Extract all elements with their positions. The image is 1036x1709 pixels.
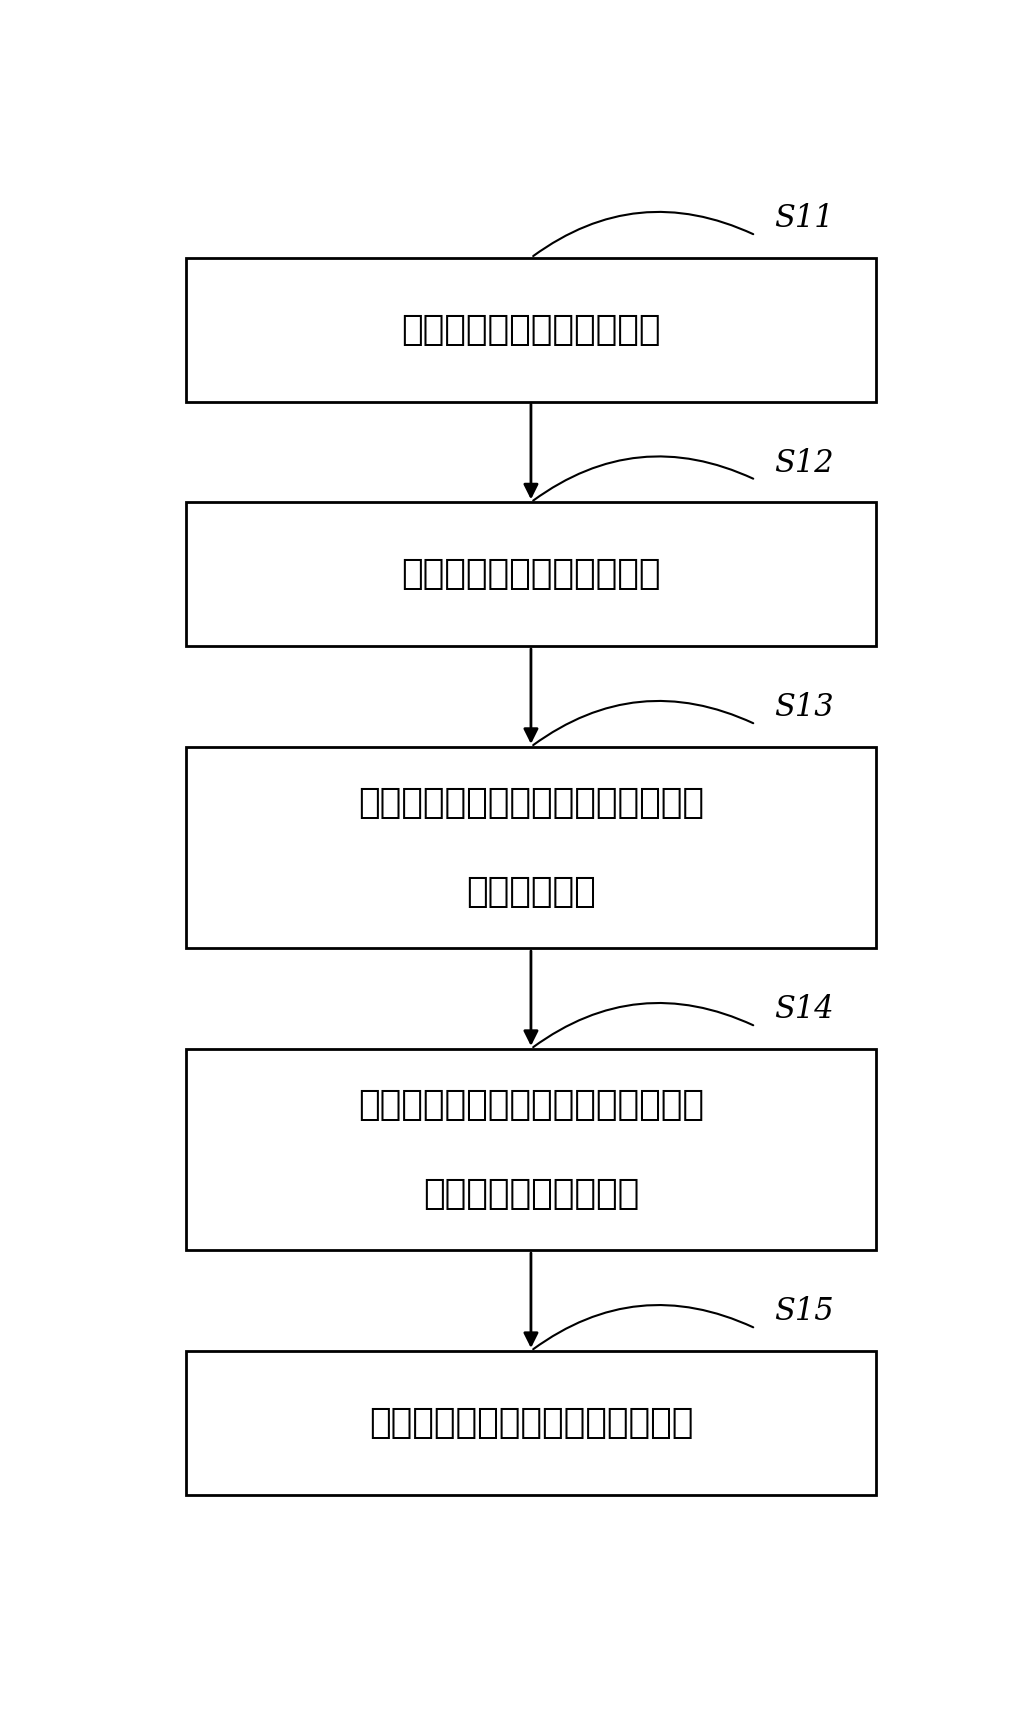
Text: 在多层板上开槽孔，使压合在内层的: 在多层板上开槽孔，使压合在内层的 [358,1089,703,1123]
Text: S11: S11 [774,203,834,234]
Text: 压合成多层板: 压合成多层板 [466,875,596,909]
Text: 将子板与半固化片、其他子板叠合，: 将子板与半固化片、其他子板叠合， [358,786,703,820]
Bar [185,1049,876,1251]
Bar [185,747,876,948]
Text: S12: S12 [774,448,834,479]
Text: 膜材的至少一部分露出: 膜材的至少一部分露出 [423,1178,639,1210]
Bar [185,1350,876,1495]
Bar [185,502,876,646]
Text: 将多层板浸泡在药水中，去除膜材: 将多层板浸泡在药水中，去除膜材 [369,1407,693,1439]
Text: 在内层线路图形上贴覆膜材: 在内层线路图形上贴覆膜材 [401,557,661,591]
Text: S14: S14 [774,995,834,1025]
Bar [185,258,876,402]
Text: 在子板上制作内层线路图形: 在子板上制作内层线路图形 [401,313,661,347]
Text: S13: S13 [774,692,834,723]
Text: S15: S15 [774,1295,834,1328]
